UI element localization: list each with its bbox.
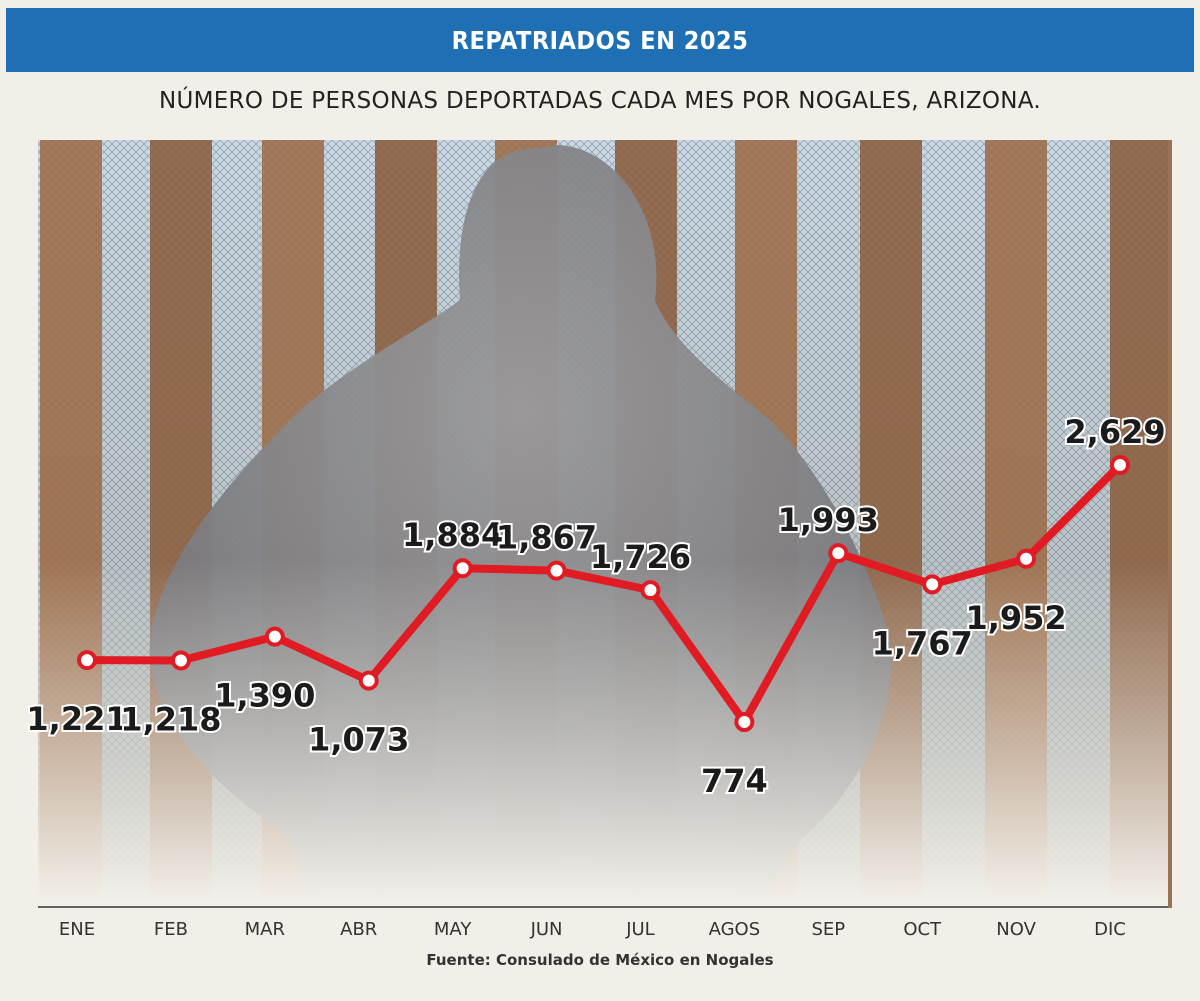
data-point — [1016, 548, 1037, 569]
x-tick-label: MAY — [434, 919, 472, 940]
header-bar: REPATRIADOS EN 2025 — [6, 8, 1194, 72]
x-tick-label: OCT — [903, 919, 942, 940]
x-tick-label: DIC — [1094, 919, 1126, 940]
data-point — [170, 650, 191, 671]
x-tick-label: JUN — [530, 919, 563, 940]
data-point — [640, 580, 661, 601]
data-point — [546, 560, 567, 581]
chart-title: REPATRIADOS EN 2025 — [451, 25, 749, 55]
x-tick-label: FEB — [154, 919, 188, 940]
data-label: 2,629 — [1064, 413, 1165, 451]
data-label: 1,390 — [214, 677, 315, 715]
x-tick-label: JUL — [625, 919, 655, 940]
data-point — [734, 712, 755, 732]
data-label: 774 — [701, 762, 768, 800]
series-line — [83, 461, 1124, 726]
x-tick-label: ENE — [59, 919, 95, 940]
data-label: 1,884 — [402, 516, 503, 554]
x-tick-label: MAR — [245, 919, 285, 940]
x-tick-label: SEP — [811, 919, 845, 940]
data-label: 1,767 — [872, 624, 973, 662]
data-point — [452, 558, 473, 579]
data-label: 1,221 — [26, 700, 127, 738]
data-point — [264, 626, 285, 647]
x-tick-label: NOV — [996, 919, 1036, 940]
data-point — [77, 650, 97, 671]
x-tick-label: AGOS — [709, 919, 761, 940]
source-note: Fuente: Consulado de México en Nogales — [426, 951, 774, 969]
data-point — [358, 670, 379, 691]
data-label: 1,726 — [590, 538, 691, 576]
data-label: 1,952 — [965, 599, 1066, 637]
background-photo — [38, 140, 1172, 908]
data-label: 1,073 — [308, 721, 409, 759]
data-point — [828, 543, 849, 564]
data-point — [922, 574, 943, 595]
data-point — [1110, 455, 1130, 475]
data-label: 1,993 — [778, 501, 879, 539]
x-tick-label: ABR — [340, 919, 377, 940]
data-label: 1,867 — [496, 519, 597, 557]
data-label: 1,218 — [120, 700, 221, 738]
chart-subtitle: NÚMERO DE PERSONAS DEPORTADAS CADA MES P… — [158, 88, 1042, 114]
